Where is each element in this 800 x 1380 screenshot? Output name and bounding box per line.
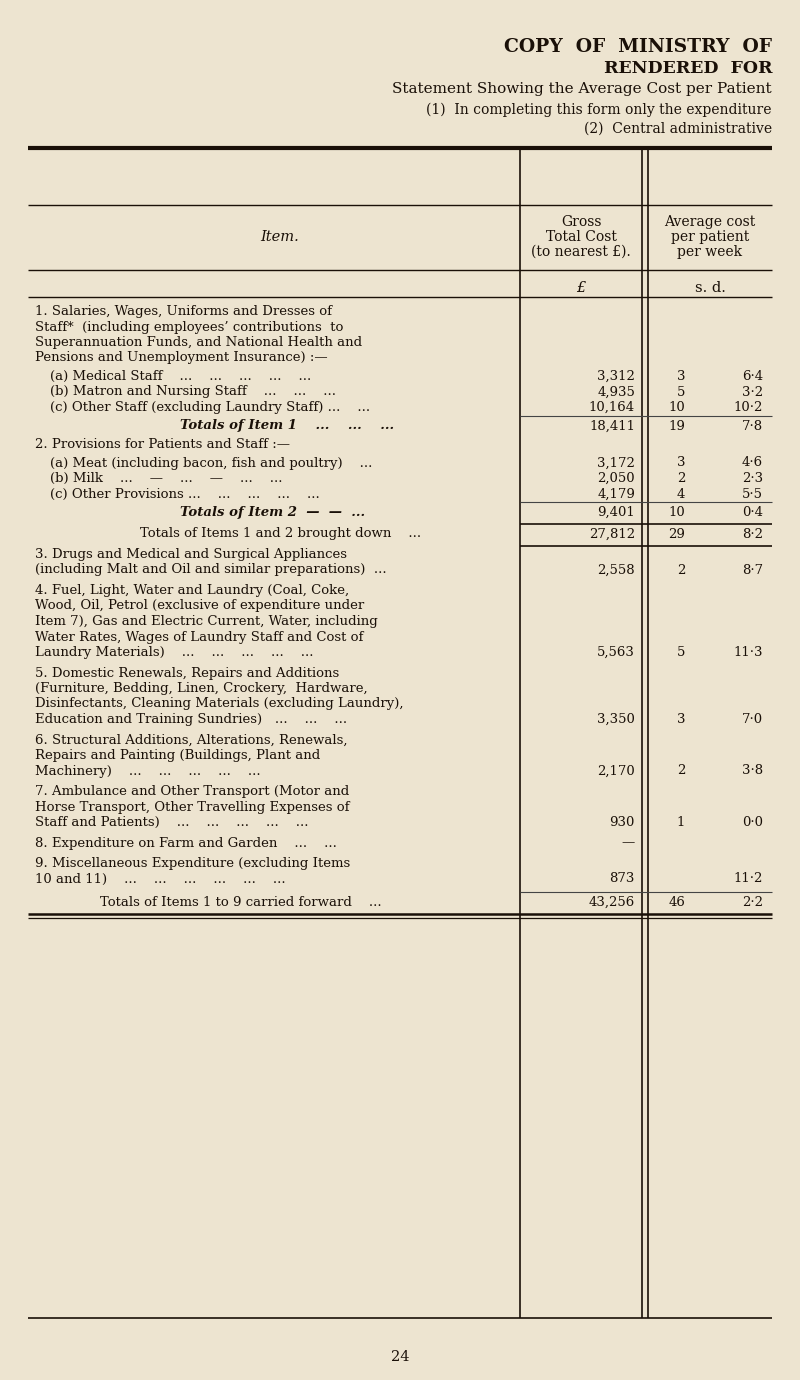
Text: (Furniture, Bedding, Linen, Crockery,  Hardware,: (Furniture, Bedding, Linen, Crockery, Ha…	[35, 682, 368, 696]
Text: 10: 10	[668, 506, 685, 519]
Text: 5: 5	[677, 385, 685, 399]
Text: 3·2: 3·2	[742, 385, 763, 399]
Text: 4,935: 4,935	[597, 385, 635, 399]
Text: (a) Medical Staff    ...    ...    ...    ...    ...: (a) Medical Staff ... ... ... ... ...	[50, 370, 311, 384]
Text: 46: 46	[668, 896, 685, 909]
Text: Laundry Materials)    ...    ...    ...    ...    ...: Laundry Materials) ... ... ... ... ...	[35, 646, 314, 660]
Text: 7·0: 7·0	[742, 713, 763, 726]
Text: 10: 10	[668, 402, 685, 414]
Text: per week: per week	[678, 246, 742, 259]
Text: 1: 1	[677, 816, 685, 829]
Text: £: £	[576, 282, 586, 295]
Text: 27,812: 27,812	[589, 527, 635, 541]
Text: (to nearest £).: (to nearest £).	[531, 246, 631, 259]
Text: 3: 3	[677, 370, 685, 384]
Text: 29: 29	[668, 527, 685, 541]
Text: COPY  OF  MINISTRY  OF: COPY OF MINISTRY OF	[504, 39, 772, 57]
Text: Statement Showing the Average Cost per Patient: Statement Showing the Average Cost per P…	[392, 81, 772, 97]
Text: 5·5: 5·5	[742, 487, 763, 501]
Text: 3,350: 3,350	[597, 713, 635, 726]
Text: 3·8: 3·8	[742, 765, 763, 777]
Text: 11·3: 11·3	[734, 646, 763, 660]
Text: 2: 2	[677, 563, 685, 577]
Text: Total Cost: Total Cost	[546, 230, 617, 244]
Text: 24: 24	[390, 1350, 410, 1363]
Text: 0·4: 0·4	[742, 506, 763, 519]
Text: 873: 873	[610, 872, 635, 886]
Text: Totals of Item 1    ...    ...    ...: Totals of Item 1 ... ... ...	[180, 420, 394, 432]
Text: 4: 4	[677, 487, 685, 501]
Text: 11·2: 11·2	[734, 872, 763, 886]
Text: 6·4: 6·4	[742, 370, 763, 384]
Text: Item 7), Gas and Electric Current, Water, including: Item 7), Gas and Electric Current, Water…	[35, 615, 378, 628]
Text: 6. Structural Additions, Alterations, Renewals,: 6. Structural Additions, Alterations, Re…	[35, 734, 347, 747]
Text: Totals of Items 1 and 2 brought down    ...: Totals of Items 1 and 2 brought down ...	[140, 527, 421, 541]
Text: 10·2: 10·2	[734, 402, 763, 414]
Text: 2: 2	[677, 765, 685, 777]
Text: 2. Provisions for Patients and Staff :—: 2. Provisions for Patients and Staff :—	[35, 437, 290, 451]
Text: 4,179: 4,179	[597, 487, 635, 501]
Text: 2,170: 2,170	[598, 765, 635, 777]
Text: Machinery)    ...    ...    ...    ...    ...: Machinery) ... ... ... ... ...	[35, 765, 261, 777]
Text: 2,558: 2,558	[598, 563, 635, 577]
Text: (c) Other Provisions ...    ...    ...    ...    ...: (c) Other Provisions ... ... ... ... ...	[50, 487, 320, 501]
Text: 19: 19	[668, 420, 685, 432]
Text: Average cost: Average cost	[664, 215, 756, 229]
Text: 3,172: 3,172	[597, 457, 635, 469]
Text: 8. Expenditure on Farm and Garden    ...    ...: 8. Expenditure on Farm and Garden ... ..…	[35, 836, 337, 850]
Text: 930: 930	[610, 816, 635, 829]
Text: (2)  Central administrative: (2) Central administrative	[584, 121, 772, 137]
Text: 2,050: 2,050	[598, 472, 635, 484]
Text: 9. Miscellaneous Expenditure (excluding Items: 9. Miscellaneous Expenditure (excluding …	[35, 857, 350, 869]
Text: (b) Matron and Nursing Staff    ...    ...    ...: (b) Matron and Nursing Staff ... ... ...	[50, 385, 336, 399]
Text: Horse Transport, Other Travelling Expenses of: Horse Transport, Other Travelling Expens…	[35, 800, 350, 813]
Text: Disinfectants, Cleaning Materials (excluding Laundry),: Disinfectants, Cleaning Materials (exclu…	[35, 697, 403, 711]
Text: 18,411: 18,411	[589, 420, 635, 432]
Text: per patient: per patient	[671, 230, 749, 244]
Text: Repairs and Painting (Buildings, Plant and: Repairs and Painting (Buildings, Plant a…	[35, 749, 320, 762]
Text: 5: 5	[677, 646, 685, 660]
Text: 0·0: 0·0	[742, 816, 763, 829]
Text: 3: 3	[677, 713, 685, 726]
Text: s. d.: s. d.	[694, 282, 726, 295]
Text: 5,563: 5,563	[597, 646, 635, 660]
Text: 43,256: 43,256	[589, 896, 635, 909]
Text: Education and Training Sundries)   ...    ...    ...: Education and Training Sundries) ... ...…	[35, 713, 347, 726]
Text: (including Malt and Oil and similar preparations)  ...: (including Malt and Oil and similar prep…	[35, 563, 386, 577]
Text: (1)  In completing this form only the expenditure: (1) In completing this form only the exp…	[426, 104, 772, 117]
Text: Pensions and Unemployment Insurance) :—: Pensions and Unemployment Insurance) :—	[35, 352, 328, 364]
Text: 10 and 11)    ...    ...    ...    ...    ...    ...: 10 and 11) ... ... ... ... ... ...	[35, 872, 286, 886]
Text: 10,164: 10,164	[589, 402, 635, 414]
Text: Wood, Oil, Petrol (exclusive of expenditure under: Wood, Oil, Petrol (exclusive of expendit…	[35, 599, 364, 613]
Text: RENDERED  FOR: RENDERED FOR	[603, 59, 772, 77]
Text: Water Rates, Wages of Laundry Staff and Cost of: Water Rates, Wages of Laundry Staff and …	[35, 631, 363, 643]
Text: Staff*  (including employees’ contributions  to: Staff* (including employees’ contributio…	[35, 320, 343, 334]
Text: Totals of Items 1 to 9 carried forward    ...: Totals of Items 1 to 9 carried forward .…	[100, 896, 382, 909]
Text: 5. Domestic Renewals, Repairs and Additions: 5. Domestic Renewals, Repairs and Additi…	[35, 667, 339, 679]
Text: (c) Other Staff (excluding Laundry Staff) ...    ...: (c) Other Staff (excluding Laundry Staff…	[50, 402, 370, 414]
Text: 4·6: 4·6	[742, 457, 763, 469]
Text: 7·8: 7·8	[742, 420, 763, 432]
Text: 7. Ambulance and Other Transport (Motor and: 7. Ambulance and Other Transport (Motor …	[35, 785, 350, 798]
Text: —: —	[622, 836, 635, 850]
Text: 3: 3	[677, 457, 685, 469]
Text: 9,401: 9,401	[598, 506, 635, 519]
Text: Staff and Patients)    ...    ...    ...    ...    ...: Staff and Patients) ... ... ... ... ...	[35, 816, 309, 829]
Text: 8·7: 8·7	[742, 563, 763, 577]
Text: Gross: Gross	[561, 215, 602, 229]
Text: (b) Milk    ...    —    ...    —    ...    ...: (b) Milk ... — ... — ... ...	[50, 472, 282, 484]
Text: 2·2: 2·2	[742, 896, 763, 909]
Text: 8·2: 8·2	[742, 527, 763, 541]
Text: 1. Salaries, Wages, Uniforms and Dresses of: 1. Salaries, Wages, Uniforms and Dresses…	[35, 305, 332, 317]
Text: Totals of Item 2  —  —  ...: Totals of Item 2 — — ...	[180, 506, 365, 519]
Text: 2: 2	[677, 472, 685, 484]
Text: Item.: Item.	[261, 230, 299, 244]
Text: 2·3: 2·3	[742, 472, 763, 484]
Text: (a) Meat (including bacon, fish and poultry)    ...: (a) Meat (including bacon, fish and poul…	[50, 457, 372, 469]
Text: 3,312: 3,312	[597, 370, 635, 384]
Text: 3. Drugs and Medical and Surgical Appliances: 3. Drugs and Medical and Surgical Applia…	[35, 548, 347, 562]
Text: Superannuation Funds, and National Health and: Superannuation Funds, and National Healt…	[35, 335, 362, 349]
Text: 4. Fuel, Light, Water and Laundry (Coal, Coke,: 4. Fuel, Light, Water and Laundry (Coal,…	[35, 584, 349, 598]
